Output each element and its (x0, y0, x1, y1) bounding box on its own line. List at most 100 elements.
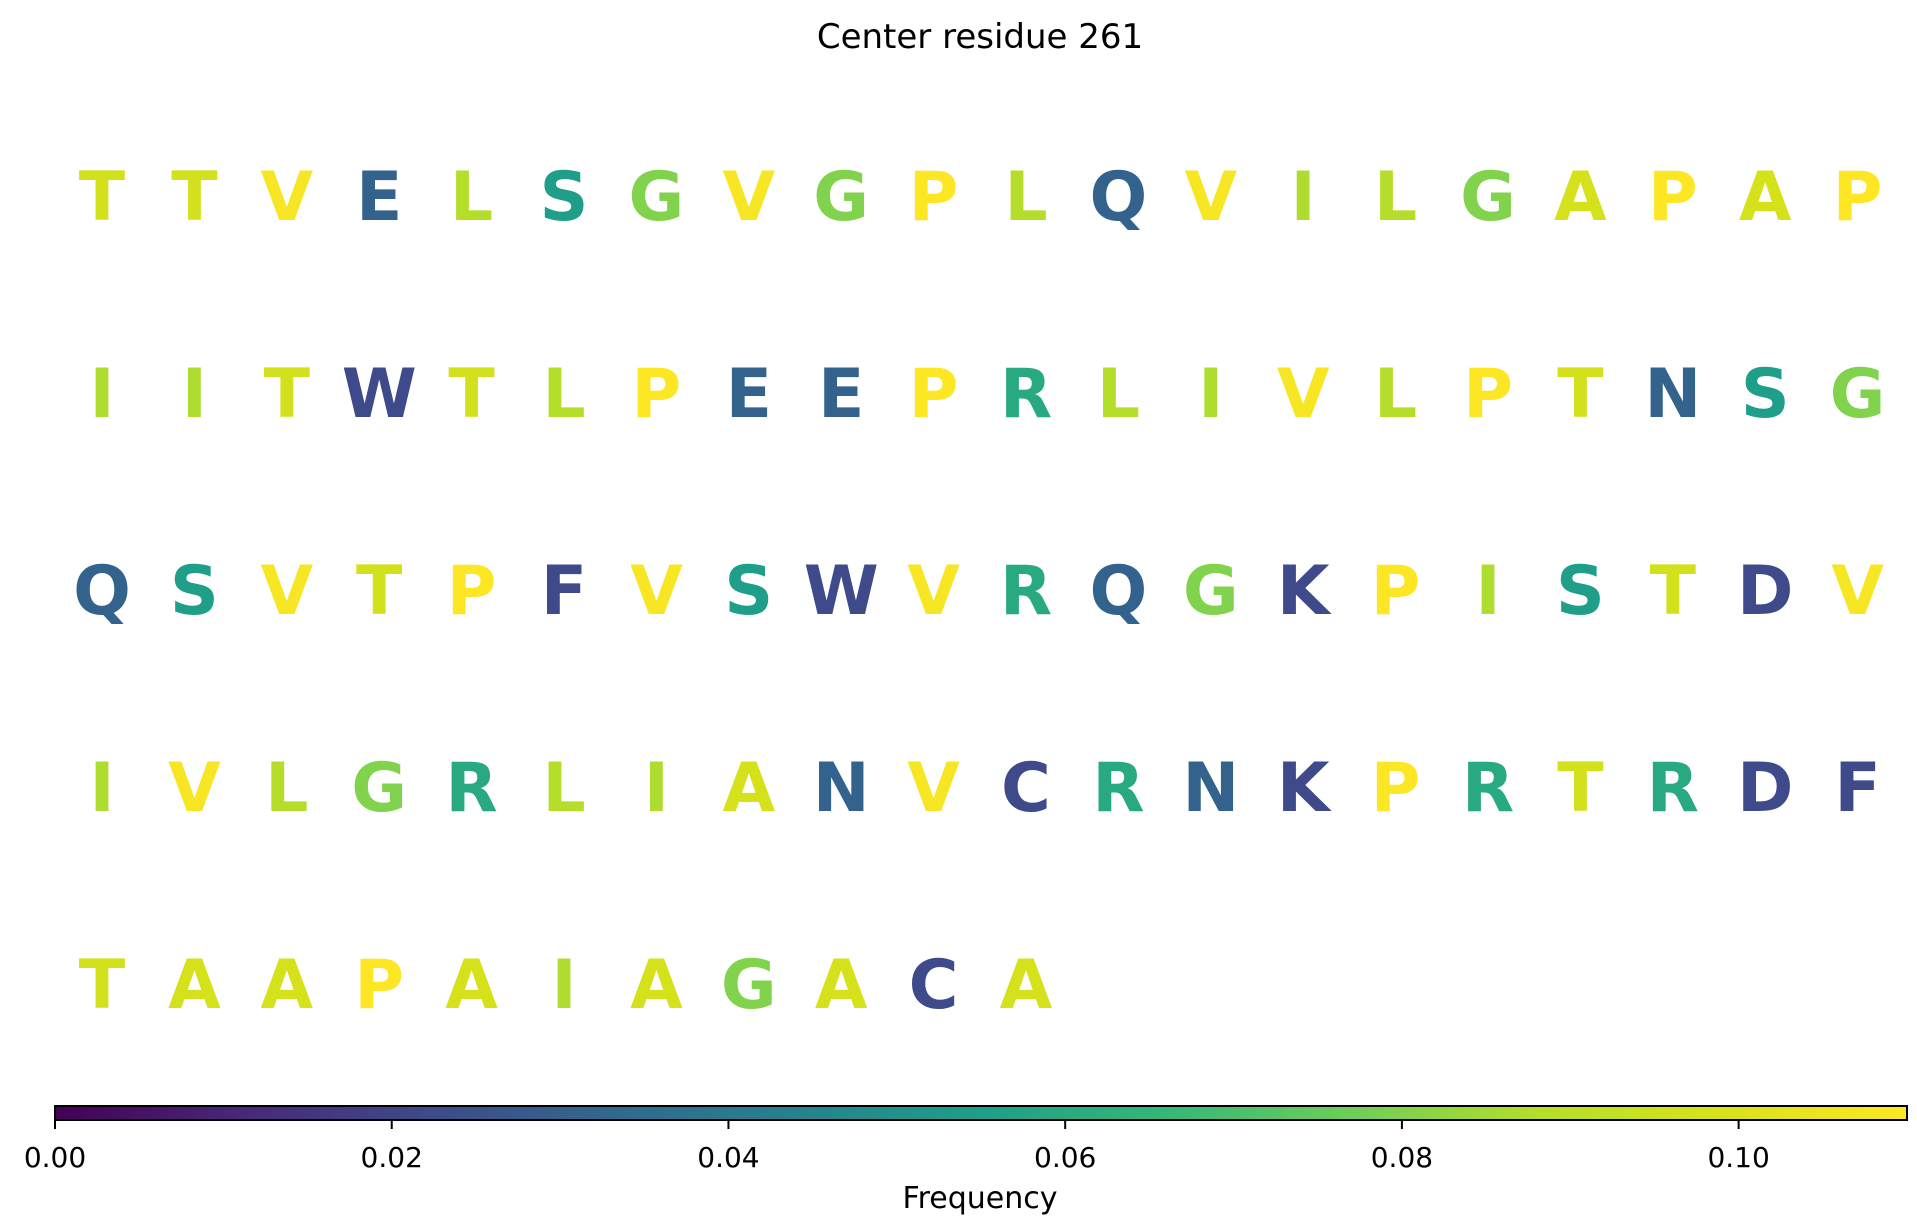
residue-letter: A (445, 946, 498, 1025)
residue-letter: V (630, 552, 683, 631)
residue-letter: I (89, 749, 114, 828)
residue-letter: R (1000, 552, 1052, 631)
residue-letter: P (1371, 749, 1421, 828)
residue-letter: I (182, 355, 207, 434)
residue-letter: G (1460, 158, 1516, 237)
residue-letter: P (1463, 355, 1513, 434)
residue-letter: V (1277, 355, 1330, 434)
residue-letter: V (260, 552, 313, 631)
residue-letter: G (721, 946, 777, 1025)
residue-letter: A (260, 946, 313, 1025)
residue-letter: A (722, 749, 775, 828)
residue-letter: R (1000, 355, 1052, 434)
residue-letter: A (1000, 946, 1053, 1025)
residue-letter: A (168, 946, 221, 1025)
residue-letter: G (813, 158, 869, 237)
residue-letter: F (1834, 749, 1880, 828)
residue-letter: A (630, 946, 683, 1025)
residue-letter: P (631, 355, 681, 434)
residue-letter: I (551, 946, 576, 1025)
residue-letter: L (450, 158, 493, 237)
residue-letter: K (1277, 749, 1332, 828)
residue-letter: I (89, 355, 114, 434)
residue-letter: K (1277, 552, 1332, 631)
residue-letter: P (447, 552, 497, 631)
residue-letter: Q (73, 552, 131, 631)
colorbar-tick-label: 0.00 (24, 1141, 86, 1174)
residue-letter: G (1830, 355, 1886, 434)
residue-letter: L (542, 355, 585, 434)
residue-letter: I (644, 749, 669, 828)
colorbar-tick-label: 0.02 (361, 1141, 423, 1174)
residue-letter: N (1182, 749, 1239, 828)
residue-letter: R (1462, 749, 1514, 828)
residue-letter: D (1737, 749, 1793, 828)
residue-letter: T (171, 158, 218, 237)
residue-letter: A (1739, 158, 1792, 237)
residue-letter: S (170, 552, 219, 631)
residue-letter: R (1647, 749, 1699, 828)
residue-letter: G (1183, 552, 1239, 631)
residue-letter: V (907, 749, 960, 828)
residue-letter: V (260, 158, 313, 237)
residue-letter: L (1374, 355, 1417, 434)
residue-letter: C (1001, 749, 1051, 828)
residue-letter: V (1184, 158, 1237, 237)
residue-letter: S (540, 158, 589, 237)
residue-letter: G (351, 749, 407, 828)
residue-letter: L (1374, 158, 1417, 237)
residue-letter: S (724, 552, 773, 631)
residue-letter: Q (1089, 158, 1147, 237)
residue-letter: P (1833, 158, 1883, 237)
residue-letter: V (907, 552, 960, 631)
residue-letter: L (265, 749, 308, 828)
colorbar-tick-label: 0.08 (1371, 1141, 1433, 1174)
residue-letter: E (818, 355, 864, 434)
residue-letter: P (909, 355, 959, 434)
residue-letter: D (1737, 552, 1793, 631)
colorbar: 0.00 0.02 0.04 0.06 0.08 0.10 (24, 1105, 1908, 1174)
residue-letter: S (1741, 355, 1790, 434)
residue-letter: E (726, 355, 772, 434)
residue-letter: P (354, 946, 404, 1025)
residue-letter: W (804, 552, 879, 631)
colorbar-gradient (54, 1105, 1908, 1121)
residue-letter: T (1650, 552, 1697, 631)
colorbar-tick-label: 0.10 (1707, 1141, 1769, 1174)
residue-letter: T (79, 158, 126, 237)
residue-letter: I (1291, 158, 1316, 237)
residue-letter: L (1097, 355, 1140, 434)
residue-letter: C (909, 946, 959, 1025)
residue-letter: N (813, 749, 870, 828)
residue-letter: P (909, 158, 959, 237)
residue-letter: T (356, 552, 403, 631)
residue-letter: L (1004, 158, 1047, 237)
residue-letter: V (1831, 552, 1884, 631)
residue-letter: T (1557, 749, 1604, 828)
residue-letter: F (541, 552, 587, 631)
residue-letter: T (1557, 355, 1604, 434)
colorbar-tick-label: 0.06 (1034, 1141, 1096, 1174)
residue-letter: P (1371, 552, 1421, 631)
residue-letter: L (542, 749, 585, 828)
residue-letter: T (264, 355, 311, 434)
residue-letter: R (445, 749, 497, 828)
colorbar-label: Frequency (903, 1181, 1058, 1216)
residue-letter: I (1475, 552, 1500, 631)
residue-letter: P (1648, 158, 1698, 237)
residue-letter: V (168, 749, 221, 828)
residue-letter: A (815, 946, 868, 1025)
residue-letter: A (1554, 158, 1607, 237)
residue-letter: I (1198, 355, 1223, 434)
residue-letter: S (1556, 552, 1605, 631)
residue-letters-grid: T T V E L S G V G P L Q V I L G A P A PI I T W T L P E E P R L I V L P T N S G… (73, 158, 1885, 1025)
residue-letter: E (356, 158, 402, 237)
residue-letter: T (448, 355, 495, 434)
residue-letter: N (1644, 355, 1701, 434)
residue-letter: V (722, 158, 775, 237)
residue-letter: Q (1089, 552, 1147, 631)
residue-letter: R (1092, 749, 1144, 828)
chart-title: Center residue 261 (817, 17, 1143, 57)
colorbar-tick-label: 0.04 (697, 1141, 759, 1174)
